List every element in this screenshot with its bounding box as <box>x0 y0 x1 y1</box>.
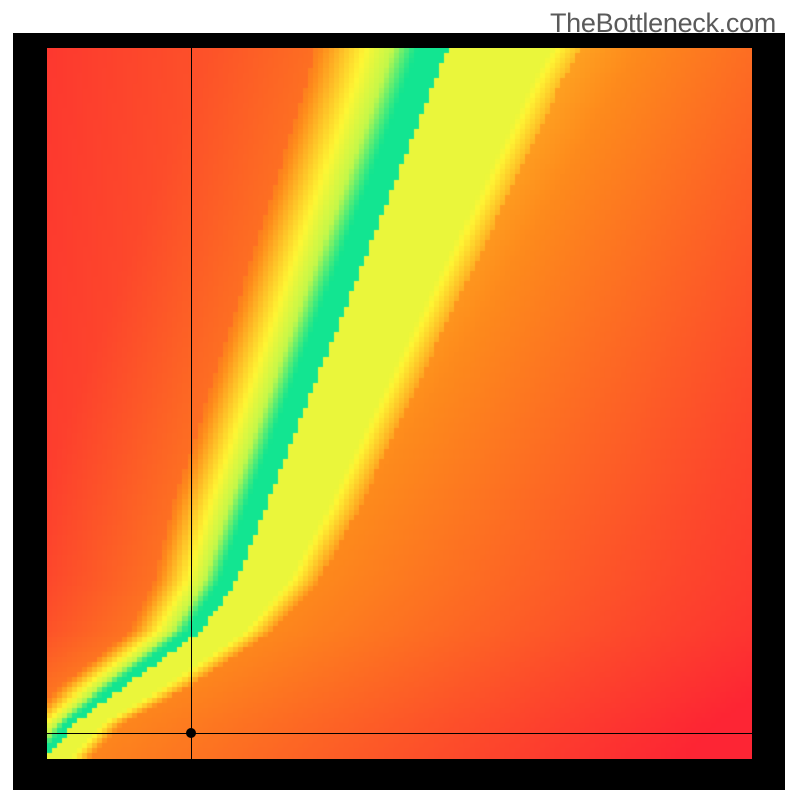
crosshair-vertical <box>191 33 192 790</box>
crosshair-horizontal <box>13 733 785 734</box>
bottleneck-heatmap <box>47 48 752 759</box>
crosshair-marker <box>186 728 196 738</box>
plot-frame <box>13 33 785 790</box>
watermark-text: TheBottleneck.com <box>550 8 776 39</box>
